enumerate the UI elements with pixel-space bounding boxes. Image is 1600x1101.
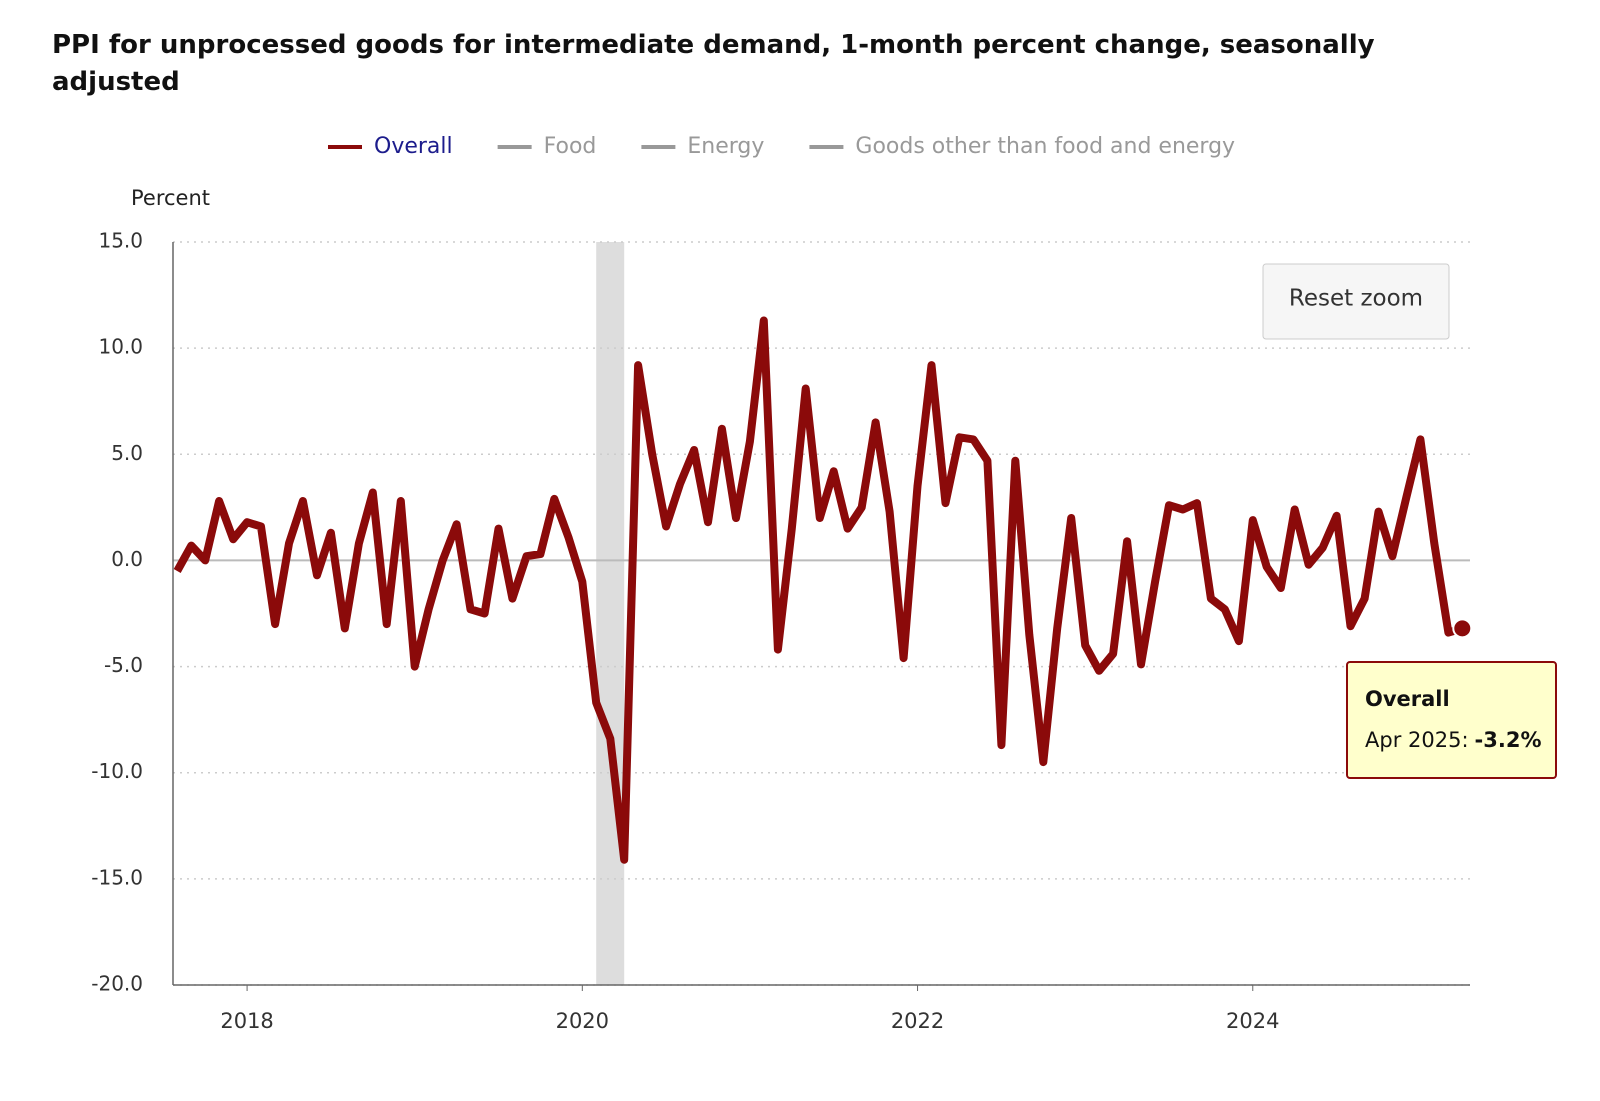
y-axis-label: Percent xyxy=(131,186,210,210)
y-tick-label: -20.0 xyxy=(91,972,143,996)
legend-label: Food xyxy=(544,134,597,159)
legend-label: Goods other than food and energy xyxy=(855,134,1235,159)
x-tick-label: 2024 xyxy=(1226,1009,1279,1033)
y-tick-label: -5.0 xyxy=(104,653,143,677)
data-line xyxy=(173,316,1464,864)
y-tick-label: 15.0 xyxy=(98,229,143,253)
x-tick-label: 2020 xyxy=(556,1009,609,1033)
reset-zoom-button[interactable]: Reset zoom xyxy=(1262,263,1450,340)
button-label[interactable]: Reset zoom xyxy=(1289,286,1423,312)
y-tick-label: -10.0 xyxy=(91,759,143,783)
y-tick-label: 10.0 xyxy=(98,335,143,359)
y-tick-label: 0.0 xyxy=(111,547,143,571)
y-tick-label: 5.0 xyxy=(111,441,143,465)
tooltip-title: Overall xyxy=(1365,687,1450,711)
recession-band xyxy=(596,242,625,985)
y-tick-label: -15.0 xyxy=(91,865,143,889)
tooltip-value: -3.2% xyxy=(1475,728,1542,752)
tooltip-date: Apr 2025 xyxy=(1365,728,1461,752)
tooltip-separator: : xyxy=(1461,728,1468,752)
tooltip-box xyxy=(1346,661,1557,779)
legend-label: Overall xyxy=(374,134,453,159)
chart-title: PPI for unprocessed goods for intermedia… xyxy=(52,30,1375,97)
x-tick-label: 2018 xyxy=(220,1009,273,1033)
button-background[interactable] xyxy=(1262,263,1450,340)
hover-point xyxy=(1452,618,1473,639)
x-tick-label: 2022 xyxy=(891,1009,944,1033)
legend-label: Energy xyxy=(687,134,764,159)
